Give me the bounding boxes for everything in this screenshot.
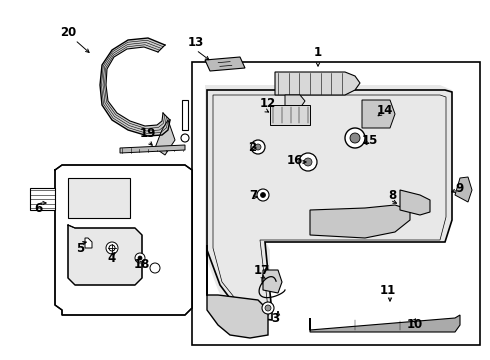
Circle shape: [266, 276, 274, 284]
Circle shape: [255, 144, 261, 150]
Polygon shape: [68, 225, 142, 285]
Circle shape: [345, 128, 365, 148]
Polygon shape: [68, 178, 130, 218]
Circle shape: [261, 193, 266, 198]
Polygon shape: [310, 315, 460, 332]
Text: 16: 16: [287, 153, 303, 166]
Polygon shape: [207, 245, 268, 338]
Text: 20: 20: [60, 26, 76, 39]
Polygon shape: [285, 95, 305, 108]
Text: 18: 18: [134, 258, 150, 271]
Polygon shape: [400, 190, 430, 215]
Text: 8: 8: [388, 189, 396, 202]
Polygon shape: [455, 177, 472, 202]
Polygon shape: [85, 238, 92, 248]
Circle shape: [106, 242, 118, 254]
Polygon shape: [275, 72, 360, 95]
Polygon shape: [263, 270, 282, 293]
Circle shape: [251, 140, 265, 154]
Polygon shape: [30, 188, 55, 210]
Text: 3: 3: [271, 311, 279, 324]
Circle shape: [150, 263, 160, 273]
Text: 9: 9: [456, 181, 464, 194]
Circle shape: [181, 134, 189, 142]
Polygon shape: [205, 57, 245, 71]
Polygon shape: [270, 105, 310, 125]
Polygon shape: [205, 85, 452, 322]
Text: 13: 13: [188, 36, 204, 49]
Text: 4: 4: [108, 252, 116, 265]
Text: 11: 11: [380, 284, 396, 297]
Circle shape: [350, 133, 360, 143]
Circle shape: [109, 245, 115, 251]
Circle shape: [262, 272, 278, 288]
Circle shape: [304, 158, 312, 166]
Circle shape: [257, 189, 269, 201]
Polygon shape: [100, 38, 170, 136]
Text: 6: 6: [34, 202, 42, 215]
Polygon shape: [120, 145, 185, 153]
Text: 5: 5: [76, 242, 84, 255]
Circle shape: [135, 253, 145, 263]
Polygon shape: [182, 100, 188, 130]
Text: 1: 1: [314, 45, 322, 59]
Polygon shape: [207, 90, 452, 320]
Text: 10: 10: [407, 319, 423, 332]
Text: 7: 7: [249, 189, 257, 202]
Circle shape: [262, 302, 274, 314]
Text: 14: 14: [377, 104, 393, 117]
Polygon shape: [310, 205, 410, 238]
Text: 19: 19: [140, 126, 156, 140]
Text: 15: 15: [362, 134, 378, 147]
Circle shape: [265, 305, 271, 311]
Text: 2: 2: [248, 140, 256, 153]
Polygon shape: [155, 120, 175, 155]
Text: 17: 17: [254, 264, 270, 276]
Polygon shape: [55, 165, 192, 315]
Circle shape: [299, 153, 317, 171]
Text: 12: 12: [260, 96, 276, 109]
Bar: [192, 62, 480, 345]
Polygon shape: [362, 100, 395, 128]
Circle shape: [138, 256, 142, 260]
